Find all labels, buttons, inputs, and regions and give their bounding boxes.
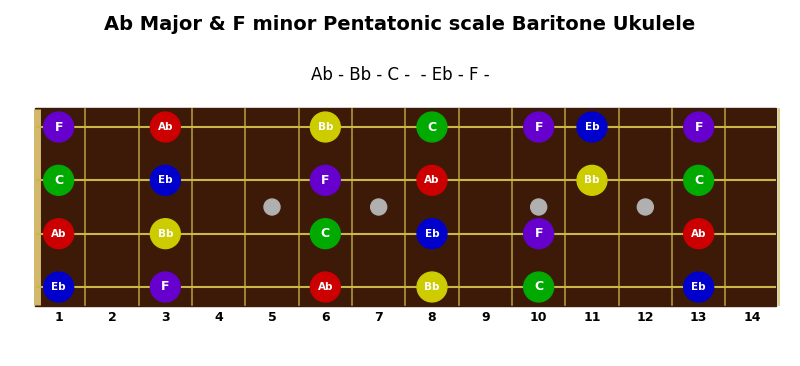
- Text: 1: 1: [54, 311, 63, 324]
- Text: 10: 10: [530, 311, 547, 324]
- Text: Bb: Bb: [584, 175, 600, 185]
- Circle shape: [44, 112, 74, 142]
- Text: Ab: Ab: [424, 175, 440, 185]
- Text: Eb: Eb: [691, 282, 706, 292]
- Circle shape: [524, 112, 554, 142]
- Circle shape: [638, 199, 654, 215]
- Circle shape: [370, 199, 386, 215]
- Circle shape: [684, 165, 714, 195]
- Text: 2: 2: [108, 311, 116, 324]
- Circle shape: [417, 112, 447, 142]
- Circle shape: [310, 272, 340, 302]
- Text: 5: 5: [268, 311, 276, 324]
- Circle shape: [150, 272, 180, 302]
- Text: C: C: [54, 174, 63, 187]
- Text: 12: 12: [637, 311, 654, 324]
- Text: Bb: Bb: [318, 122, 333, 132]
- Circle shape: [577, 165, 607, 195]
- Text: Ab: Ab: [691, 229, 706, 239]
- Text: Ab: Ab: [51, 229, 66, 239]
- Circle shape: [150, 165, 180, 195]
- Text: F: F: [161, 280, 170, 294]
- Text: 11: 11: [583, 311, 601, 324]
- Circle shape: [44, 165, 74, 195]
- Circle shape: [417, 272, 447, 302]
- Circle shape: [150, 112, 180, 142]
- Text: Eb: Eb: [425, 229, 439, 239]
- Circle shape: [150, 219, 180, 249]
- Text: Ab Major & F minor Pentatonic scale Baritone Ukulele: Ab Major & F minor Pentatonic scale Bari…: [104, 15, 696, 34]
- Circle shape: [417, 165, 447, 195]
- Text: Ab: Ab: [158, 122, 173, 132]
- Text: F: F: [321, 174, 330, 187]
- Text: 6: 6: [321, 311, 330, 324]
- Text: C: C: [427, 120, 437, 134]
- Text: 3: 3: [161, 311, 170, 324]
- Circle shape: [524, 272, 554, 302]
- Text: F: F: [694, 120, 703, 134]
- Text: Ab - Bb - C -  - Eb - F -: Ab - Bb - C - - Eb - F -: [310, 66, 490, 84]
- Text: Bb: Bb: [424, 282, 440, 292]
- Text: F: F: [534, 120, 543, 134]
- Text: C: C: [694, 174, 703, 187]
- Circle shape: [684, 112, 714, 142]
- Text: Eb: Eb: [585, 122, 599, 132]
- Text: 13: 13: [690, 311, 707, 324]
- Circle shape: [524, 219, 554, 249]
- Text: 9: 9: [481, 311, 490, 324]
- FancyBboxPatch shape: [34, 108, 776, 306]
- Text: 14: 14: [743, 311, 761, 324]
- Circle shape: [44, 219, 74, 249]
- Text: C: C: [534, 280, 543, 294]
- Text: F: F: [534, 227, 543, 240]
- Circle shape: [577, 112, 607, 142]
- Circle shape: [264, 199, 280, 215]
- Text: Ab: Ab: [318, 282, 333, 292]
- Text: 4: 4: [214, 311, 223, 324]
- Text: Eb: Eb: [51, 282, 66, 292]
- Circle shape: [684, 219, 714, 249]
- Text: Bb: Bb: [158, 229, 173, 239]
- Circle shape: [44, 272, 74, 302]
- Circle shape: [310, 165, 340, 195]
- Circle shape: [310, 219, 340, 249]
- Text: Eb: Eb: [158, 175, 173, 185]
- Text: F: F: [54, 120, 63, 134]
- Text: 8: 8: [428, 311, 436, 324]
- Circle shape: [417, 219, 447, 249]
- Circle shape: [530, 199, 546, 215]
- Circle shape: [684, 272, 714, 302]
- Text: 7: 7: [374, 311, 383, 324]
- Text: C: C: [321, 227, 330, 240]
- Circle shape: [310, 112, 340, 142]
